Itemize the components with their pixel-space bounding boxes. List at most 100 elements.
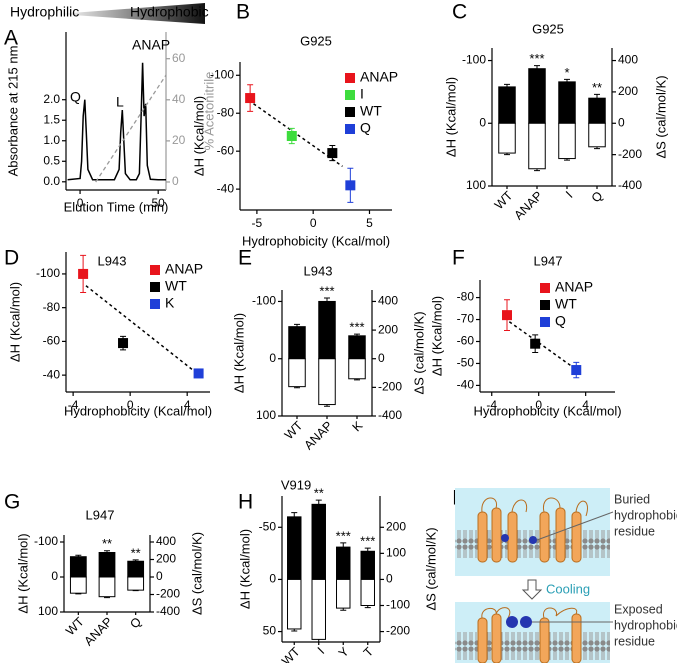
point	[78, 268, 89, 279]
bar	[98, 576, 116, 598]
error-bar	[564, 78, 570, 82]
x-tick-label: 5	[366, 216, 373, 230]
error-bar	[75, 593, 82, 595]
bar	[528, 122, 546, 170]
error-bar	[534, 65, 540, 69]
y-axis-label: ΔH (Kcal/mol)	[429, 296, 444, 376]
y2-axis-label: ΔS (cal/mol/K)	[411, 311, 426, 394]
chart-title: L947	[86, 507, 115, 522]
y-tick-label: -50	[457, 356, 475, 370]
y-tick-label: 1.0	[43, 133, 60, 147]
x-axis-label: Hydrophobicity (Kcal/mol)	[64, 403, 212, 418]
x-tick-label: ANAP	[301, 419, 335, 453]
y2-tick-label: 400	[378, 294, 398, 308]
error-bar	[104, 596, 110, 599]
point	[571, 365, 582, 376]
y2-tick-label: 0	[156, 569, 163, 583]
x-tick-label: 0	[77, 196, 84, 210]
chart-title: V919	[281, 477, 311, 492]
y-tick-label: -60	[43, 334, 61, 348]
bar	[69, 576, 87, 594]
point	[327, 148, 338, 159]
panel-letter: G	[4, 490, 20, 513]
error-bar	[132, 590, 139, 592]
legend-swatch	[540, 317, 550, 327]
significance: ***	[349, 320, 364, 335]
trendline	[508, 321, 575, 369]
x-tick-label: Y	[336, 644, 352, 660]
y-tick-label: -100	[210, 67, 234, 81]
y-axis-label: ΔH (Kcal/mol)	[15, 533, 30, 613]
bar	[287, 578, 302, 630]
bar	[558, 81, 576, 124]
y2-tick-label: 200	[378, 322, 398, 336]
legend-label: K	[165, 295, 175, 311]
legend-label: WT	[555, 296, 577, 312]
point	[193, 368, 204, 379]
note: residue	[614, 634, 655, 648]
y2-tick-label: 0	[618, 115, 625, 129]
bar	[588, 122, 606, 148]
y-tick-label: -70	[457, 312, 475, 326]
error-bar	[364, 547, 371, 552]
y-axis-label: ΔH (Kcal/mol)	[7, 282, 22, 362]
y-tick-label: 0	[269, 572, 276, 586]
y-tick-label: -80	[43, 300, 61, 314]
legend-swatch	[345, 90, 355, 100]
bar	[127, 560, 145, 578]
y-tick-label: -40	[457, 378, 475, 392]
trace	[67, 62, 166, 181]
bar	[69, 556, 87, 578]
x-tick-label: Q	[589, 188, 606, 205]
y-tick-label: 100	[38, 604, 58, 618]
channel-bottom	[477, 607, 582, 663]
y2-axis-label: ΔS (cal/mol/K)	[189, 532, 204, 615]
legend-label: I	[360, 86, 364, 102]
error-bar	[324, 404, 330, 407]
y-tick-label: 0.5	[43, 153, 60, 167]
point	[245, 93, 256, 104]
panel-letter: C	[452, 0, 467, 23]
error-bar	[354, 378, 360, 381]
bar	[311, 503, 326, 580]
peak-label: L	[116, 94, 124, 110]
x-tick-label: WT	[492, 188, 516, 212]
error-bar	[594, 146, 600, 150]
x-tick-label: -5	[252, 216, 263, 230]
y-tick-label: 100	[256, 408, 276, 422]
bar	[360, 578, 375, 607]
x-tick-label: ANAP	[81, 615, 115, 649]
x-tick-label: 50	[152, 196, 166, 210]
x-axis-label: Hydrophobicity (Kcal/mol)	[242, 233, 390, 248]
y-tick-label: -80	[457, 290, 475, 304]
x-tick-label: T	[361, 644, 377, 660]
bar	[288, 326, 306, 360]
error-bar	[364, 605, 371, 609]
legend-swatch	[345, 124, 355, 134]
y2-tick-label: -100	[386, 598, 410, 612]
legend-label: ANAP	[360, 69, 398, 85]
y-tick-label: 2.0	[43, 92, 60, 106]
bar	[336, 578, 351, 609]
y2-axis-label: ΔS (cal/mol/K)	[423, 527, 438, 610]
y2-tick-label: -200	[378, 380, 402, 394]
y-tick-label: 100	[466, 178, 486, 192]
y2-tick-label: -400	[156, 604, 180, 618]
x-tick-label: WT	[282, 418, 306, 442]
error-bar	[294, 323, 300, 327]
error-bar	[291, 628, 298, 632]
y2-axis-label: % Acetonitrile	[201, 72, 216, 151]
error-bar	[75, 554, 82, 557]
bar	[558, 122, 576, 160]
y2-tick-label: 400	[618, 53, 638, 67]
error-bar	[340, 608, 347, 611]
chart-title: L947	[534, 253, 563, 268]
x-tick-label: 0	[127, 398, 134, 412]
gradient-label: Hydrophilic	[10, 4, 79, 20]
error-bar	[504, 153, 510, 156]
point	[345, 180, 356, 191]
bar	[348, 335, 366, 360]
legend-label: ANAP	[165, 261, 203, 277]
point	[530, 338, 541, 349]
bar	[528, 68, 546, 124]
